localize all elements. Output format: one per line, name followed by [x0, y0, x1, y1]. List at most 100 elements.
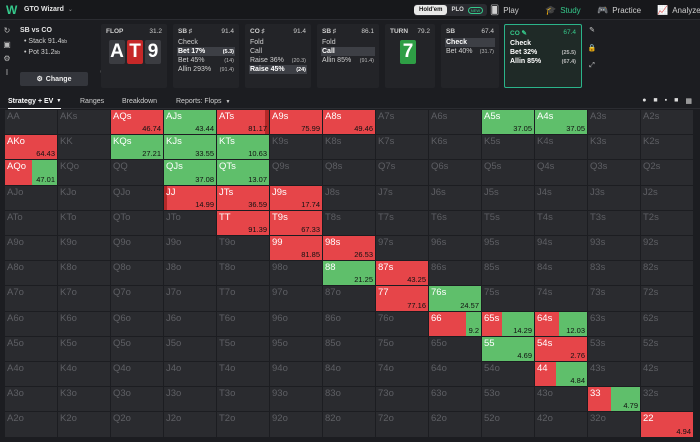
hand-cell-T9s[interactable]: T9s 67.33	[270, 210, 323, 236]
hand-cell-J8s[interactable]: J8s	[323, 185, 376, 211]
option-raise-45[interactable]: Raise 45% (24)	[249, 65, 307, 74]
hand-cell-K9s[interactable]: K9s	[270, 135, 323, 161]
hand-cell-83s[interactable]: 83s	[588, 261, 641, 287]
hand-cell-74s[interactable]: 74s	[535, 286, 588, 312]
hand-cell-J7s[interactable]: J7s	[376, 185, 429, 211]
hand-cell-A6s[interactable]: A6s	[429, 110, 482, 136]
hand-cell-Q8o[interactable]: Q8o	[111, 261, 164, 287]
hand-cell-AKo[interactable]: AKo 64.43	[5, 135, 58, 161]
option-bet-32[interactable]: Bet 32% (25.5)	[509, 48, 577, 57]
hand-cell-K2s[interactable]: K2s	[641, 135, 694, 161]
hand-cell-QJo[interactable]: QJo	[111, 185, 164, 211]
hand-cell-JTo[interactable]: JTo	[164, 210, 217, 236]
node-co-current[interactable]: CO ✎ 67.4 Check Bet 32% (25.5) Allin 85% (…	[504, 24, 582, 88]
hand-cell-74o[interactable]: 74o	[376, 362, 429, 388]
option-allin[interactable]: Allin 293% (91.4)	[177, 65, 235, 74]
hand-cell-J5s[interactable]: J5s	[482, 185, 535, 211]
hand-cell-J9o[interactable]: J9o	[164, 236, 217, 262]
hand-cell-T4o[interactable]: T4o	[217, 362, 270, 388]
hand-cell-75o[interactable]: 75o	[376, 336, 429, 362]
hand-cell-K8s[interactable]: K8s	[323, 135, 376, 161]
hand-cell-94s[interactable]: 94s	[535, 236, 588, 262]
hand-cell-K2o[interactable]: K2o	[58, 412, 111, 438]
hand-cell-A5s[interactable]: A5s 37.05	[482, 110, 535, 136]
hand-cell-T6o[interactable]: T6o	[217, 311, 270, 337]
hand-cell-A7o[interactable]: A7o	[5, 286, 58, 312]
tab-ranges[interactable]: Ranges	[80, 98, 105, 105]
hand-cell-A4s[interactable]: A4s 37.05	[535, 110, 588, 136]
hand-cell-ATs[interactable]: ATs 81.17	[217, 110, 270, 136]
nav-practice[interactable]: 🎮 Practice	[597, 0, 641, 20]
game-mode-toggle[interactable]: Hold'em PLO NEW	[414, 4, 488, 16]
hand-cell-97s[interactable]: 97s	[376, 236, 429, 262]
hand-cell-T2s[interactable]: T2s	[641, 210, 694, 236]
option-fold[interactable]: Fold	[321, 38, 375, 47]
hand-cell-T8o[interactable]: T8o	[217, 261, 270, 287]
hand-cell-Q5o[interactable]: Q5o	[111, 336, 164, 362]
hand-cell-A2s[interactable]: A2s	[641, 110, 694, 136]
hand-cell-72s[interactable]: 72s	[641, 286, 694, 312]
tab-strategy-ev[interactable]: Strategy + EV ▼	[8, 94, 62, 109]
hand-cell-98o[interactable]: 98o	[270, 261, 323, 287]
hand-cell-J5o[interactable]: J5o	[164, 336, 217, 362]
hand-cell-77[interactable]: 77 77.16	[376, 286, 429, 312]
hand-cell-95o[interactable]: 95o	[270, 336, 323, 362]
node-sb-3[interactable]: SB 67.4 Check Bet 40% (31.7)	[441, 24, 499, 88]
hand-cell-65s[interactable]: 65s 14.29	[482, 311, 535, 337]
hand-cell-A7s[interactable]: A7s	[376, 110, 429, 136]
hand-cell-43o[interactable]: 43o	[535, 387, 588, 413]
hand-cell-J9s[interactable]: J9s 17.74	[270, 185, 323, 211]
view-single-icon[interactable]: ■	[653, 97, 658, 104]
hand-cell-98s[interactable]: 98s 26.53	[323, 236, 376, 262]
hand-cell-54s[interactable]: 54s 2.76	[535, 336, 588, 362]
hand-cell-T5o[interactable]: T5o	[217, 336, 270, 362]
hand-cell-J4s[interactable]: J4s	[535, 185, 588, 211]
hand-cell-73s[interactable]: 73s	[588, 286, 641, 312]
hand-cell-A6o[interactable]: A6o	[5, 311, 58, 337]
hand-cell-96s[interactable]: 96s	[429, 236, 482, 262]
hand-cell-AQo[interactable]: AQo 47.01	[5, 160, 58, 186]
hand-cell-QTs[interactable]: QTs 13.07	[217, 160, 270, 186]
hand-cell-Q6s[interactable]: Q6s	[429, 160, 482, 186]
node-turn[interactable]: TURN 79.2 7	[385, 24, 435, 88]
hand-cell-A3s[interactable]: A3s	[588, 110, 641, 136]
hand-cell-76s[interactable]: 76s 24.57	[429, 286, 482, 312]
hand-cell-K8o[interactable]: K8o	[58, 261, 111, 287]
hand-cell-99[interactable]: 99 81.85	[270, 236, 323, 262]
option-allin[interactable]: Allin 85% (67.4)	[509, 57, 577, 66]
hand-cell-84s[interactable]: 84s	[535, 261, 588, 287]
hand-cell-T8s[interactable]: T8s	[323, 210, 376, 236]
hand-cell-Q6o[interactable]: Q6o	[111, 311, 164, 337]
hand-cell-96o[interactable]: 96o	[270, 311, 323, 337]
hand-cell-Q7s[interactable]: Q7s	[376, 160, 429, 186]
hand-cell-A4o[interactable]: A4o	[5, 362, 58, 388]
hand-cell-T5s[interactable]: T5s	[482, 210, 535, 236]
hand-cell-Q2o[interactable]: Q2o	[111, 412, 164, 438]
node-co-1[interactable]: CO ♯ 91.4 Fold Call Raise 36% (20.3) Rais…	[245, 24, 311, 88]
settings-icon[interactable]: ⚙	[3, 54, 11, 63]
hand-cell-KK[interactable]: KK	[58, 135, 111, 161]
hand-cell-66[interactable]: 66 9.2	[429, 311, 482, 337]
option-check[interactable]: Check	[509, 39, 577, 48]
hand-cell-T7s[interactable]: T7s	[376, 210, 429, 236]
expand-icon[interactable]: ⤢	[589, 62, 595, 69]
hand-cell-87o[interactable]: 87o	[323, 286, 376, 312]
hand-cell-32o[interactable]: 32o	[588, 412, 641, 438]
nav-play[interactable]: 🂠 Play	[490, 0, 519, 20]
hand-cell-T3o[interactable]: T3o	[217, 387, 270, 413]
nav-study[interactable]: 🎓 Study	[545, 0, 581, 20]
hand-cell-A8o[interactable]: A8o	[5, 261, 58, 287]
hand-cell-J6s[interactable]: J6s	[429, 185, 482, 211]
hand-cell-J2s[interactable]: J2s	[641, 185, 694, 211]
hand-cell-63s[interactable]: 63s	[588, 311, 641, 337]
hand-cell-A8s[interactable]: A8s 49.46	[323, 110, 376, 136]
hand-cell-95s[interactable]: 95s	[482, 236, 535, 262]
hand-cell-32s[interactable]: 32s	[641, 387, 694, 413]
hand-cell-94o[interactable]: 94o	[270, 362, 323, 388]
hand-cell-Q9s[interactable]: Q9s	[270, 160, 323, 186]
hand-cell-K3s[interactable]: K3s	[588, 135, 641, 161]
hand-cell-73o[interactable]: 73o	[376, 387, 429, 413]
hand-cell-33[interactable]: 33 4.79	[588, 387, 641, 413]
option-call[interactable]: Call	[321, 47, 375, 56]
hand-cell-92o[interactable]: 92o	[270, 412, 323, 438]
